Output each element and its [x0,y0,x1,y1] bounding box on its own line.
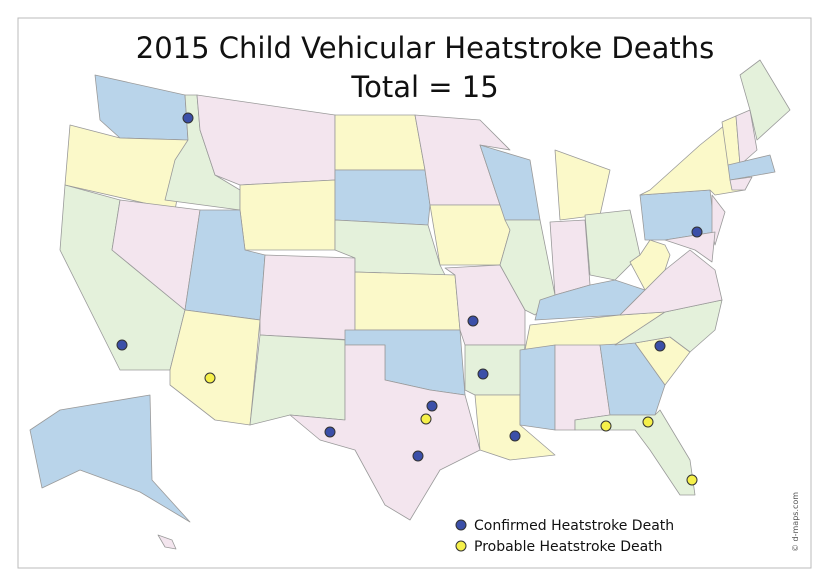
new-mexico [249,334,346,426]
south-dakota [334,169,431,226]
confirmed-marker [412,450,424,462]
alaska [29,394,191,523]
arkansas [464,344,526,396]
confirmed-marker [324,426,336,438]
legend-label: Confirmed Heatstroke Death [474,518,674,534]
kentucky [534,279,646,321]
states [29,59,791,550]
west-virginia [629,239,671,291]
probable-marker [420,413,432,425]
legend-marker [455,540,467,552]
confirmed-marker [116,339,128,351]
title: 2015 Child Vehicular Heatstroke Deaths [136,31,714,65]
probable-marker [686,474,698,486]
confirmed-marker [467,315,479,327]
connecticut [729,176,753,191]
confirmed-marker [654,340,666,352]
maine [739,59,791,141]
florida [574,409,696,496]
mississippi [519,344,556,431]
arizona [169,309,261,426]
markers [116,112,703,486]
legend: Confirmed Heatstroke Death Probable Heat… [455,518,674,555]
probable-marker [204,372,216,384]
confirmed-marker [509,430,521,442]
illinois [499,219,556,316]
north-dakota [334,114,426,171]
confirmed-marker [477,368,489,380]
legend-marker [455,519,467,531]
subtitle: Total = 15 [350,70,498,104]
colorado [259,254,356,341]
confirmed-marker [182,112,194,124]
probable-marker [642,416,654,428]
confirmed-marker [691,226,703,238]
virginia [619,249,723,316]
new-hampshire [735,109,758,166]
confirmed-marker [426,400,438,412]
probable-marker [600,420,612,432]
ohio [584,209,641,281]
iowa [429,204,511,266]
texas [289,344,481,521]
indiana [549,219,591,296]
legend-label: Probable Heatstroke Death [474,539,663,555]
wyoming [239,179,336,251]
pennsylvania [639,189,716,241]
massachusetts [727,154,776,181]
hawaii [157,534,177,550]
credit: © d-maps.com [791,492,800,552]
kansas [354,271,461,331]
